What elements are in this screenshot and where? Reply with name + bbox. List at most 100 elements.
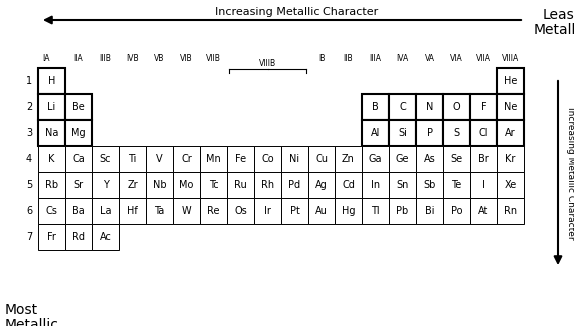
Bar <box>254 198 281 224</box>
Bar <box>335 198 362 224</box>
Bar <box>362 146 389 172</box>
Bar <box>227 146 254 172</box>
Bar <box>416 146 443 172</box>
Text: IIA: IIA <box>73 54 83 63</box>
Bar <box>173 172 200 198</box>
Text: VA: VA <box>425 54 435 63</box>
Text: Tl: Tl <box>371 206 380 216</box>
Text: Co: Co <box>261 154 274 164</box>
Bar <box>254 146 281 172</box>
Text: Y: Y <box>103 180 108 190</box>
Text: Ge: Ge <box>395 154 409 164</box>
Bar <box>227 172 254 198</box>
Bar <box>281 198 308 224</box>
Bar <box>254 172 281 198</box>
Text: Rd: Rd <box>72 232 85 242</box>
Bar <box>389 146 416 172</box>
Bar <box>335 172 362 198</box>
Bar <box>173 146 200 172</box>
Bar <box>38 224 65 250</box>
Text: Hf: Hf <box>127 206 138 216</box>
Text: Ga: Ga <box>369 154 382 164</box>
Text: Na: Na <box>45 128 58 138</box>
Text: VIIIB: VIIIB <box>259 59 276 68</box>
Text: Cl: Cl <box>479 128 488 138</box>
Bar <box>119 198 146 224</box>
Text: Ta: Ta <box>154 206 165 216</box>
Text: IA: IA <box>42 54 50 63</box>
Text: Zr: Zr <box>127 180 138 190</box>
Text: Cr: Cr <box>181 154 192 164</box>
Text: Be: Be <box>72 102 85 112</box>
Text: Te: Te <box>451 180 461 190</box>
Text: VIIA: VIIA <box>476 54 491 63</box>
Bar <box>389 120 416 146</box>
Text: Al: Al <box>371 128 380 138</box>
Bar <box>38 68 65 94</box>
Bar <box>281 172 308 198</box>
Bar <box>362 172 389 198</box>
Text: Mo: Mo <box>179 180 193 190</box>
Text: 1: 1 <box>26 76 32 86</box>
Text: Sr: Sr <box>73 180 84 190</box>
Text: Si: Si <box>398 128 407 138</box>
Bar <box>470 172 497 198</box>
Text: Sc: Sc <box>100 154 111 164</box>
Text: Fe: Fe <box>235 154 246 164</box>
Bar <box>119 146 146 172</box>
Text: Rb: Rb <box>45 180 58 190</box>
Text: Hg: Hg <box>342 206 355 216</box>
Text: Nb: Nb <box>153 180 166 190</box>
Text: VB: VB <box>154 54 165 63</box>
Text: Increasing Metallic Character: Increasing Metallic Character <box>565 107 574 239</box>
Bar <box>362 94 389 120</box>
Text: Cs: Cs <box>45 206 57 216</box>
Text: VIA: VIA <box>450 54 463 63</box>
Bar <box>470 120 497 146</box>
Bar <box>38 198 65 224</box>
Bar <box>470 146 497 172</box>
Text: Xe: Xe <box>505 180 517 190</box>
Bar <box>308 198 335 224</box>
Bar <box>389 94 416 120</box>
Text: Os: Os <box>234 206 247 216</box>
Bar <box>65 224 92 250</box>
Bar <box>92 146 119 172</box>
Text: Tc: Tc <box>209 180 218 190</box>
Text: La: La <box>100 206 111 216</box>
Text: Mn: Mn <box>206 154 221 164</box>
Bar <box>497 172 524 198</box>
Bar <box>65 120 92 146</box>
Text: Cd: Cd <box>342 180 355 190</box>
Text: K: K <box>48 154 55 164</box>
Text: Cu: Cu <box>315 154 328 164</box>
Bar <box>92 172 119 198</box>
Bar <box>443 120 470 146</box>
Text: Po: Po <box>451 206 462 216</box>
Bar <box>308 146 335 172</box>
Bar <box>173 198 200 224</box>
Text: Br: Br <box>478 154 489 164</box>
Bar <box>443 172 470 198</box>
Bar <box>38 120 65 146</box>
Bar <box>362 120 389 146</box>
Text: Ni: Ni <box>289 154 300 164</box>
Text: Ne: Ne <box>504 102 517 112</box>
Bar <box>92 224 119 250</box>
Text: Pt: Pt <box>289 206 300 216</box>
Text: Pb: Pb <box>397 206 409 216</box>
Bar <box>497 146 524 172</box>
Text: Mg: Mg <box>71 128 86 138</box>
Bar <box>281 146 308 172</box>
Text: He: He <box>504 76 517 86</box>
Bar <box>200 146 227 172</box>
Bar <box>497 120 524 146</box>
Bar <box>470 94 497 120</box>
Text: IVA: IVA <box>397 54 409 63</box>
Text: Ca: Ca <box>72 154 85 164</box>
Bar <box>92 198 119 224</box>
Text: Rh: Rh <box>261 180 274 190</box>
Text: Sn: Sn <box>396 180 409 190</box>
Text: VIIB: VIIB <box>206 54 221 63</box>
Text: IIB: IIB <box>344 54 354 63</box>
